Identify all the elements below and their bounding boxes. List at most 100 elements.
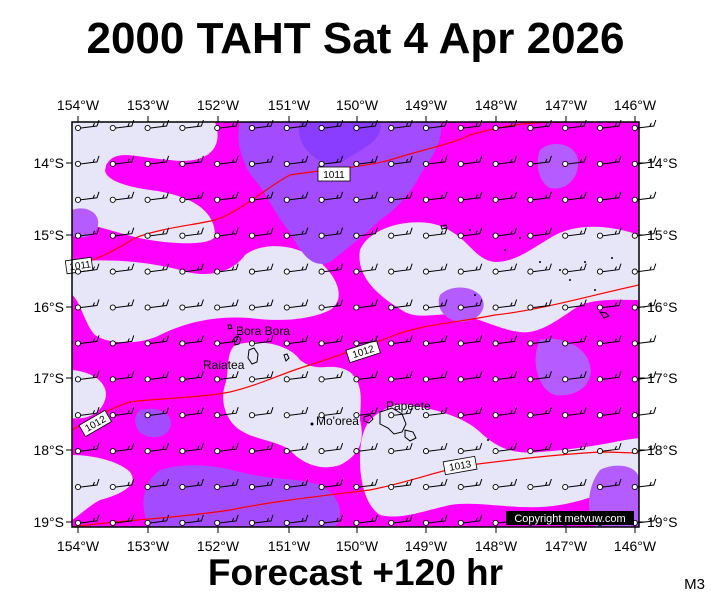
wind-station: [74, 268, 82, 275]
wind-barb: [533, 478, 552, 488]
wind-barb: [637, 119, 657, 129]
wind-barb: [463, 442, 483, 452]
wind-barb: [568, 299, 587, 308]
wind-station: [492, 232, 499, 239]
wind-station: [596, 340, 604, 347]
lat-labels-left: 14°S 15°S 16°S 17°S 18°S 19°S: [33, 155, 64, 530]
wind-barb: [80, 335, 100, 344]
wind-station: [109, 519, 116, 526]
wind-barb: [289, 371, 309, 380]
wind-barb: [637, 478, 657, 488]
copyright-box: [506, 511, 634, 525]
wind-station: [74, 124, 82, 132]
wind-station: [388, 340, 395, 347]
dry-region: [72, 122, 218, 244]
lon-label: 154°W: [57, 538, 100, 554]
wind-station: [492, 268, 499, 275]
wind-barb: [394, 335, 413, 344]
wind-station: [353, 268, 360, 275]
wind-station: [631, 196, 638, 203]
axis-ticks: [66, 116, 645, 533]
wind-barb: [80, 227, 100, 237]
wind-barb: [115, 478, 135, 488]
wet-region: [72, 208, 99, 238]
wind-station: [318, 304, 325, 311]
wind-barb: [637, 191, 657, 201]
island-moorea: [363, 414, 374, 424]
wind-station: [388, 448, 395, 455]
wind-station: [631, 268, 638, 275]
wind-station: [248, 519, 256, 526]
wind-station: [283, 196, 290, 203]
wind-station: [457, 376, 464, 383]
wind-station: [144, 412, 151, 419]
wind-barb: [185, 191, 204, 201]
wind-station: [457, 448, 464, 455]
wind-station: [283, 268, 290, 275]
wind-barb: [428, 478, 448, 488]
wind-barb: [394, 299, 413, 308]
dry-region: [360, 404, 639, 517]
wind-station: [318, 519, 325, 526]
wind-barb: [394, 442, 413, 452]
wind-station: [214, 268, 221, 275]
wind-barb: [80, 191, 100, 201]
wind-barb: [150, 478, 170, 488]
island-bora-bora: [233, 335, 242, 346]
wind-station: [422, 448, 430, 455]
wind-station: [562, 268, 569, 275]
lon-label: 147°W: [545, 538, 588, 554]
wind-station: [457, 340, 464, 347]
wind-station: [144, 448, 151, 455]
wind-barb: [115, 191, 135, 201]
wind-station: [179, 304, 186, 311]
lat-label: 15°S: [33, 227, 64, 243]
wind-barb: [394, 263, 413, 273]
wind-station: [631, 376, 638, 383]
wind-barb: [602, 478, 622, 488]
wind-station: [248, 340, 256, 347]
wind-station: [457, 519, 464, 526]
wind-barb: [254, 442, 274, 452]
wind-station: [422, 304, 430, 311]
wind-barb: [394, 514, 413, 524]
map-frame: [71, 121, 640, 528]
lon-labels-bottom: 154°W 153°W 152°W 151°W 150°W 149°W 148°…: [57, 538, 657, 554]
wind-barb: [150, 263, 170, 273]
lat-label: 16°S: [647, 299, 678, 315]
lat-label: 18°S: [647, 442, 678, 458]
wind-station: [562, 232, 569, 239]
wind-station: [353, 124, 360, 132]
wind-barb: [220, 227, 239, 237]
wind-barb: [568, 442, 587, 452]
wet-region: [537, 144, 579, 189]
forecast-label: Forecast +120 hr: [207, 552, 504, 593]
wind-barb: [115, 155, 135, 165]
wind-station: [109, 124, 116, 132]
wind-barb: [185, 227, 204, 237]
precip-field: [72, 122, 639, 527]
wet-region: [238, 122, 441, 264]
wind-barb: [359, 335, 378, 344]
lon-label: 148°W: [475, 97, 518, 113]
wind-station: [388, 232, 395, 239]
wind-station: [283, 483, 290, 491]
wind-barb: [220, 191, 239, 201]
place-label-papeete: Papeete: [386, 399, 431, 413]
wind-barb: [324, 191, 344, 201]
wind-station: [457, 483, 464, 491]
wind-station: [596, 232, 604, 239]
wind-station: [179, 196, 186, 203]
wind-barb: [359, 227, 378, 237]
wind-barb: [80, 263, 100, 273]
wind-barb: [185, 155, 204, 165]
wind-barb: [463, 335, 483, 344]
wind-barb: [602, 191, 622, 201]
wind-barb: [324, 478, 344, 488]
wind-barb: [394, 371, 413, 380]
wind-barb: [602, 371, 622, 380]
wind-barb: [324, 335, 344, 344]
wind-station: [318, 196, 325, 203]
wind-barb: [359, 371, 378, 380]
